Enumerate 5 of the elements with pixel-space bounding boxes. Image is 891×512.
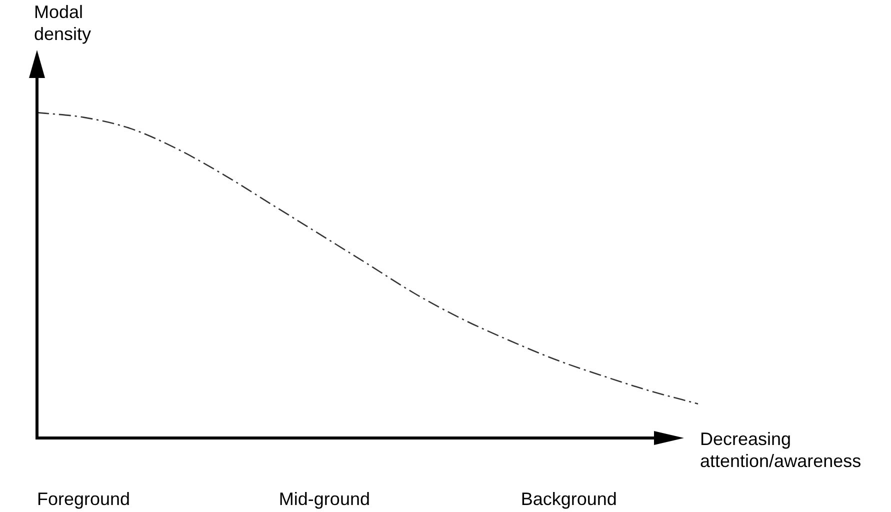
text: Background — [520, 489, 617, 509]
x-axis-title: Decreasing attention/awareness — [700, 429, 862, 471]
text: Foreground — [37, 489, 130, 509]
y-axis-title: Modal density — [34, 2, 92, 44]
text: Mid-ground — [278, 489, 370, 509]
